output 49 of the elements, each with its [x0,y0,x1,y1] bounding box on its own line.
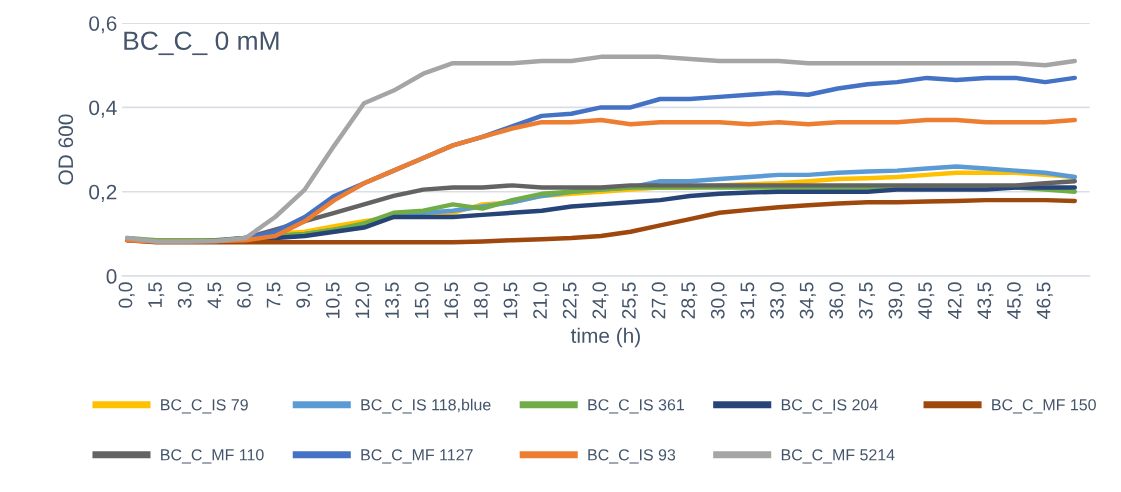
x-tick-label: 31,5 [740,282,757,319]
x-tick-label: 27,0 [651,282,668,319]
x-tick-label: 42,0 [947,282,964,319]
x-tick-label: 46,5 [1036,282,1053,319]
y-tick-label: 0 [106,269,117,284]
x-tick-label: 18,0 [473,282,491,318]
x-tick-label: 3,0 [177,282,194,308]
x-tick-label: 15,0 [414,282,431,318]
x-tick-label: 30,0 [710,282,727,319]
x-tick-label: 36,0 [829,282,846,319]
y-tick-label: 0,2 [89,184,117,202]
x-tick-label: 1,5 [148,282,165,308]
legend-label: BC_C_MF 110 [161,449,264,464]
x-tick-label: 13,5 [385,282,402,318]
x-tick-label: 28,5 [681,282,698,319]
legend-label: BC_C_MF 150 [992,399,1096,414]
legend-label: BC_C_IS 93 [588,449,676,464]
y-tick-label: 0,4 [89,100,117,118]
legend-label: BC_C_MF 1127 [361,449,473,464]
x-tick-label: 4,5 [207,282,224,309]
legend-label: BC_C_MF 5214 [781,449,895,464]
x-tick-label: 6,0 [237,282,254,308]
x-tick-label: 34,5 [799,282,816,319]
x-tick-label: 33,0 [770,282,787,319]
x-tick-label: 24,0 [592,282,609,319]
x-axis-title: time (h) [570,327,640,348]
x-tick-label: 22,5 [562,282,579,319]
x-tick-label: 37,5 [858,282,876,319]
x-tick-label: 10,5 [325,282,342,318]
x-tick-label: 19,5 [503,282,520,318]
x-tick-label: 16,5 [444,282,461,318]
x-tick-label: 45,0 [1007,282,1024,319]
x-tick-label: 9,0 [296,282,313,308]
legend-label: BC_C_IS 79 [161,399,248,414]
x-tick-label: 43,5 [977,282,994,319]
legend-label: BC_C_IS 361 [588,399,684,414]
line-series [124,54,1078,244]
x-tick-label: 0,0 [118,282,135,308]
x-tick-label: 12,0 [355,282,372,318]
x-tick-label: 40,5 [918,282,935,319]
y-axis-title: OD 600 [58,114,74,185]
x-tick-label: 39,0 [888,282,905,319]
x-tick-label: 25,5 [622,282,639,319]
chart-title: BC_C_ 0 mM [124,31,279,56]
legend-label: BC_C_IS 204 [781,399,878,414]
legend-label: BC_C_IS 118,blue [361,398,491,414]
y-tick-label: 0,6 [89,16,117,34]
x-tick-label: 21,0 [533,282,550,319]
x-tick-label: 7,5 [266,282,283,308]
